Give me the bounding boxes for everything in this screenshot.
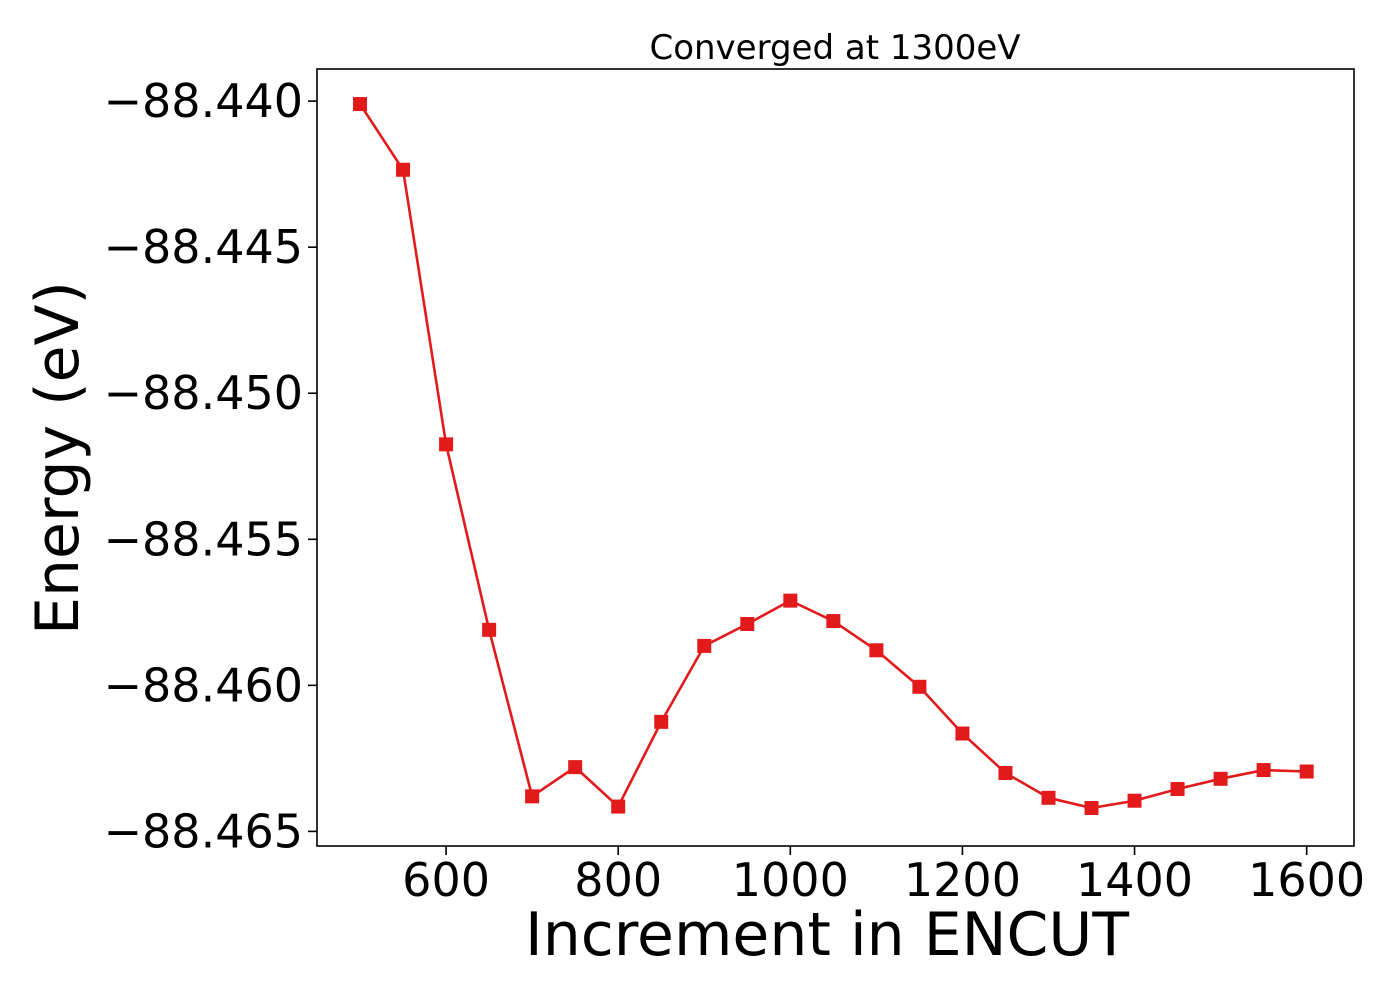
data-point-marker [353, 97, 368, 112]
x-tick-label: 800 [574, 853, 662, 907]
y-tick-label: −88.460 [104, 658, 304, 712]
data-point-marker [783, 593, 798, 608]
data-point-marker [869, 643, 884, 658]
x-axis-ticks: 600 800 1000 1200 1400 1600 [402, 846, 1365, 907]
data-point-marker [1084, 801, 1099, 816]
y-axis-title: Energy (eV) [23, 281, 93, 635]
data-point-marker [826, 614, 841, 629]
data-point-marker [568, 760, 583, 775]
data-point-marker [439, 437, 454, 452]
data-point-marker [740, 617, 755, 631]
plot-frame [316, 68, 1355, 847]
data-point-marker [697, 638, 712, 653]
plot-background [317, 69, 1354, 846]
data-point-marker [396, 162, 411, 177]
data-point-marker [654, 714, 669, 729]
y-axis-ticks: −88.440 −88.445 −88.450 −88.455 −88.460 −88.4… [104, 74, 317, 858]
data-point-marker [1299, 764, 1314, 779]
series-layer [353, 97, 1314, 816]
y-tick-label: −88.450 [104, 366, 304, 420]
data-point-marker [998, 765, 1013, 780]
x-tick-label: 600 [402, 853, 490, 907]
data-point-marker [1213, 771, 1228, 786]
x-tick-label: 1200 [904, 853, 1021, 907]
data-point-marker [482, 622, 497, 637]
data-point-marker [1256, 763, 1271, 778]
chart-title: Converged at 1300eV [649, 28, 1020, 68]
y-tick-label: −88.465 [104, 804, 304, 858]
x-axis-title: Increment in ENCUT [525, 900, 1129, 970]
data-point-marker [1170, 782, 1185, 797]
data-point-marker [611, 799, 626, 814]
x-tick-label: 1400 [1076, 853, 1193, 907]
data-point-marker [1127, 793, 1142, 808]
data-point-marker [955, 726, 970, 741]
data-point-marker [1041, 790, 1056, 805]
y-tick-label: −88.455 [104, 512, 304, 566]
data-point-marker [525, 789, 540, 804]
data-point-marker [912, 679, 927, 694]
y-tick-label: −88.445 [104, 220, 304, 274]
x-tick-label: 1600 [1248, 853, 1365, 907]
x-tick-label: 1000 [732, 853, 849, 907]
y-tick-label: −88.440 [104, 74, 304, 128]
